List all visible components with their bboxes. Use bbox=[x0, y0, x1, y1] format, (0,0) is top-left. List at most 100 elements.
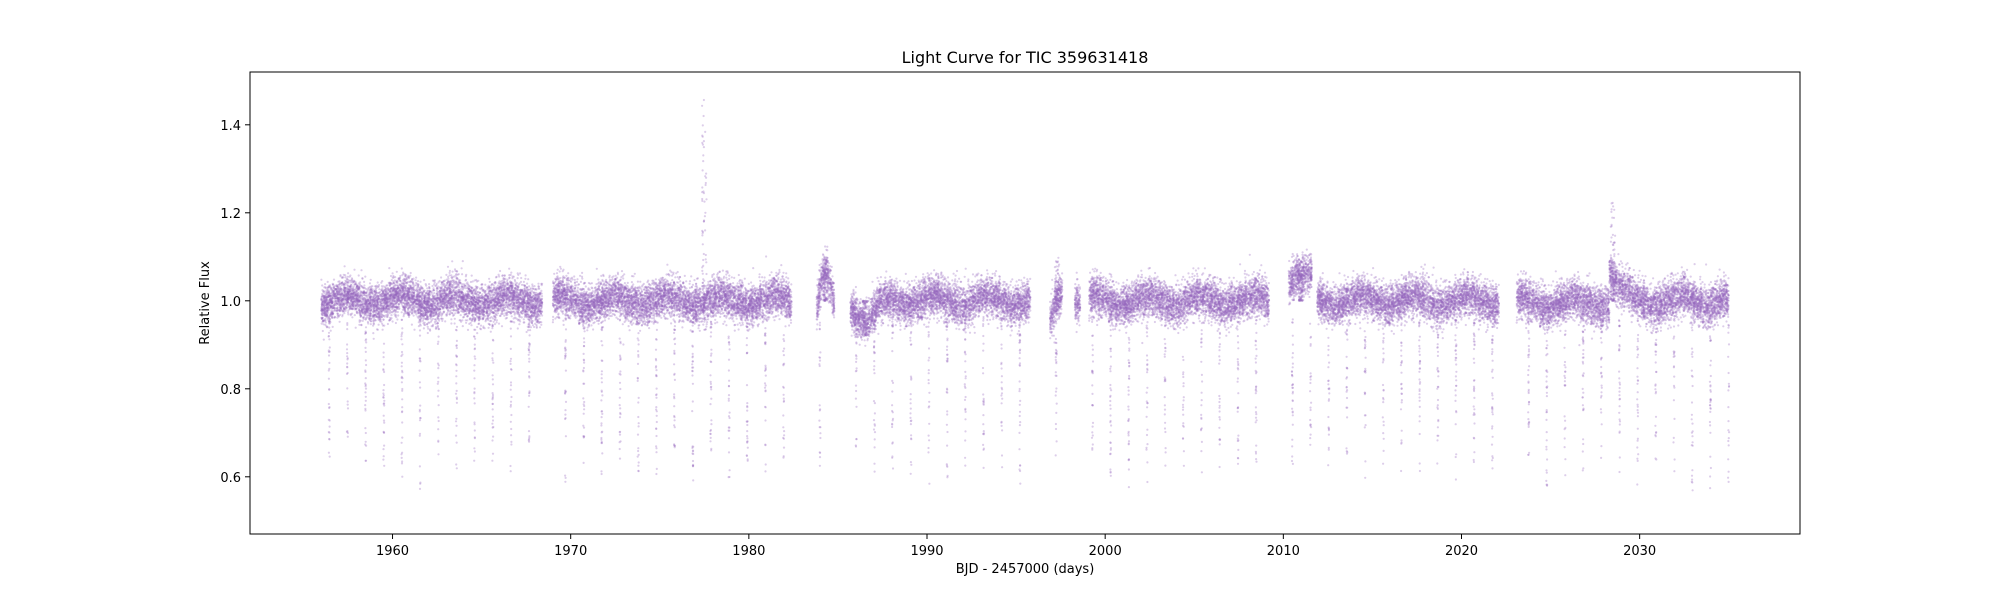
data-point bbox=[401, 274, 403, 276]
data-point bbox=[480, 325, 482, 327]
data-point bbox=[489, 281, 491, 283]
data-point bbox=[353, 286, 355, 288]
data-point bbox=[502, 274, 504, 276]
data-point bbox=[434, 318, 436, 320]
data-point bbox=[369, 282, 371, 284]
data-point bbox=[442, 318, 444, 320]
data-point bbox=[494, 323, 496, 325]
data-point bbox=[541, 295, 543, 297]
data-point bbox=[439, 280, 441, 282]
data-point bbox=[489, 302, 491, 304]
data-point bbox=[427, 332, 429, 334]
data-point bbox=[381, 280, 383, 282]
data-point bbox=[362, 320, 364, 322]
data-point bbox=[411, 278, 413, 280]
data-point bbox=[460, 314, 462, 316]
data-point bbox=[498, 323, 500, 325]
data-point bbox=[444, 320, 446, 322]
data-point bbox=[377, 281, 379, 283]
data-point bbox=[475, 313, 477, 315]
data-point bbox=[341, 281, 343, 283]
data-point bbox=[338, 316, 340, 318]
data-point bbox=[454, 318, 456, 320]
data-point bbox=[455, 280, 457, 282]
data-point bbox=[392, 320, 394, 322]
data-point bbox=[527, 278, 529, 280]
data-point bbox=[415, 277, 417, 279]
data-point bbox=[488, 327, 490, 329]
data-point bbox=[450, 322, 452, 324]
data-point bbox=[523, 318, 525, 320]
data-point bbox=[413, 329, 415, 331]
data-point bbox=[462, 325, 464, 327]
data-point bbox=[390, 314, 392, 316]
data-point bbox=[527, 329, 529, 331]
data-point bbox=[529, 292, 531, 294]
data-point bbox=[525, 274, 527, 276]
data-point bbox=[336, 310, 338, 312]
data-point bbox=[377, 313, 379, 315]
data-point bbox=[436, 283, 438, 285]
data-point bbox=[409, 275, 411, 277]
data-point bbox=[452, 271, 454, 273]
data-point bbox=[326, 326, 328, 328]
data-point bbox=[530, 326, 532, 328]
data-point bbox=[388, 267, 390, 269]
data-point bbox=[478, 293, 480, 295]
data-point bbox=[423, 290, 425, 292]
data-point bbox=[453, 299, 455, 301]
data-point bbox=[382, 329, 384, 331]
data-point bbox=[378, 288, 380, 290]
data-point bbox=[476, 326, 478, 328]
data-point bbox=[484, 284, 486, 286]
data-point bbox=[389, 284, 391, 286]
data-point bbox=[453, 307, 455, 309]
data-point bbox=[397, 314, 399, 316]
data-point bbox=[468, 323, 470, 325]
data-point bbox=[411, 312, 413, 314]
data-point bbox=[379, 318, 381, 320]
data-point bbox=[339, 274, 341, 276]
data-point bbox=[445, 292, 447, 294]
data-point bbox=[394, 313, 396, 315]
data-point bbox=[449, 270, 451, 272]
data-point bbox=[461, 273, 463, 275]
data-point bbox=[361, 286, 363, 288]
data-point bbox=[441, 283, 443, 285]
data-point bbox=[537, 319, 539, 321]
data-point bbox=[507, 284, 509, 286]
data-point bbox=[517, 277, 519, 279]
data-point bbox=[496, 291, 498, 293]
data-point bbox=[360, 315, 362, 317]
data-point bbox=[517, 327, 519, 329]
data-point bbox=[414, 311, 416, 313]
data-point bbox=[518, 319, 520, 321]
data-point bbox=[347, 272, 349, 274]
data-point bbox=[423, 279, 425, 281]
data-point bbox=[532, 324, 534, 326]
data-point bbox=[518, 314, 520, 316]
data-point bbox=[524, 316, 526, 318]
data-point bbox=[453, 297, 455, 299]
data-point bbox=[531, 290, 533, 292]
data-point bbox=[363, 284, 365, 286]
data-point bbox=[451, 312, 453, 314]
data-point bbox=[454, 322, 456, 324]
data-point bbox=[537, 285, 539, 287]
data-point bbox=[394, 279, 396, 281]
data-point bbox=[389, 282, 391, 284]
data-point bbox=[490, 289, 492, 291]
data-point bbox=[321, 284, 323, 286]
data-point bbox=[510, 272, 512, 274]
data-point bbox=[427, 326, 429, 328]
data-point bbox=[370, 279, 372, 281]
data-point bbox=[511, 315, 513, 317]
data-point bbox=[508, 277, 510, 279]
data-point bbox=[321, 323, 323, 325]
data-point bbox=[336, 312, 338, 314]
data-point bbox=[330, 330, 332, 332]
data-point bbox=[524, 278, 526, 280]
data-point bbox=[517, 274, 519, 276]
data-point bbox=[415, 279, 417, 281]
